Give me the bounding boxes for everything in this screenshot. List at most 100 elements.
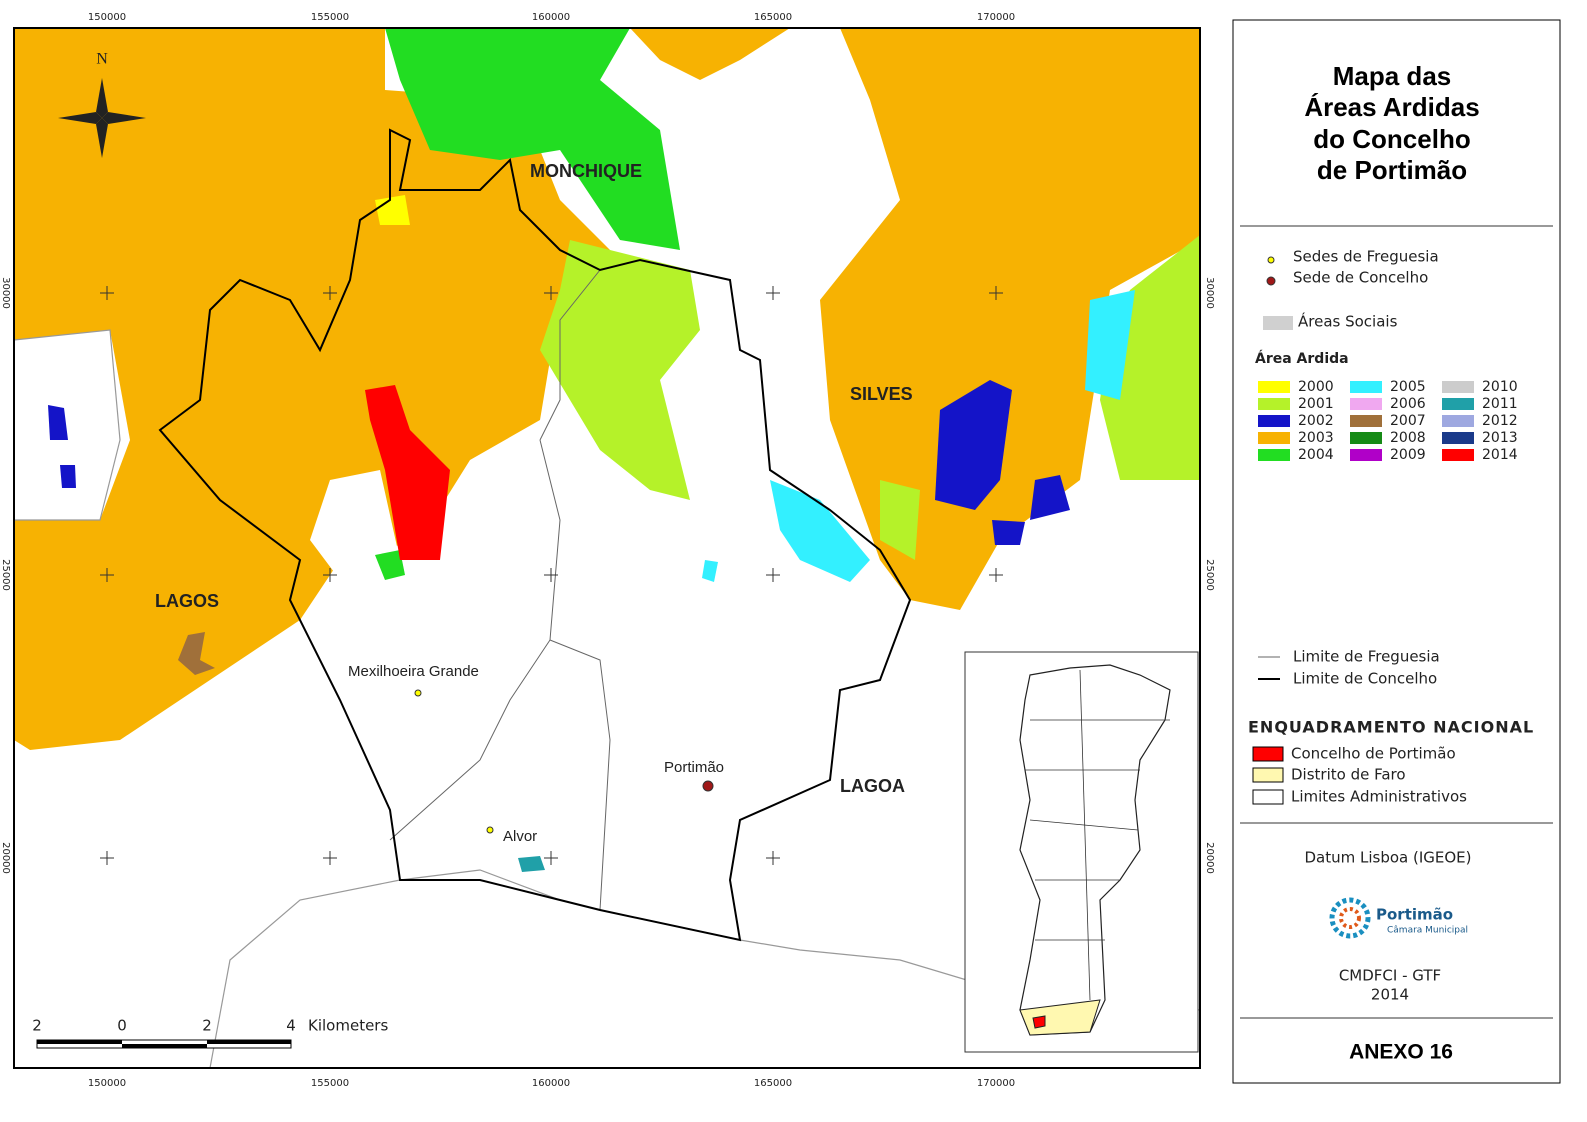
town-label: Mexilhoeira Grande [348,663,479,680]
y-coordinate: 30000 [0,277,11,309]
title-line: do Concelho [1313,124,1470,154]
north-arrow: N [58,51,146,158]
unburnt-area [310,470,400,580]
year-label: 2006 [1390,396,1426,412]
place-label: MONCHIQUE [530,161,642,181]
burnt-area [880,480,920,560]
year-swatch [1350,432,1382,444]
burnt-area [935,380,1012,510]
credits: 2014 [1371,986,1409,1004]
year-swatch [1442,381,1474,393]
y-coordinate: 25000 [0,559,11,591]
x-coordinate: 150000 [88,12,126,23]
parish-limit [549,639,611,911]
town-label: Alvor [503,828,537,845]
datum: Datum Lisboa (IGEOE) [1304,849,1471,867]
social-swatch [1263,316,1293,330]
logo-subtitle: Câmara Municipal [1387,926,1468,936]
place-label: LAGOS [155,591,219,611]
legend-label: Sedes de Freguesia [1293,248,1439,266]
year-label: 2007 [1390,413,1426,429]
title-line: Mapa das [1333,61,1452,91]
legend-label: Distrito de Faro [1291,766,1406,784]
year-swatch [1442,415,1474,427]
coordinates: 150000 150000 155000 155000 160000 160000 1650… [0,12,1215,1089]
year-label: 2012 [1482,413,1518,429]
burnt-area [375,195,410,225]
x-coordinate: 155000 [311,1078,349,1089]
swatch [1252,746,1284,762]
year-swatch [1442,398,1474,410]
district-line [13,329,121,521]
year-label: 2013 [1482,430,1518,446]
logo-name: Portimão [1376,906,1453,924]
year-label: 2011 [1482,396,1518,412]
burnt-area [48,405,68,440]
scale-label: 0 [117,1017,127,1035]
year-label: 2003 [1298,430,1334,446]
x-coordinate: 170000 [977,12,1015,23]
year-label: 2002 [1298,413,1334,429]
scale-unit: Kilometers [308,1017,388,1035]
x-coordinate: 160000 [532,1078,570,1089]
year-swatch [1258,398,1290,410]
year-swatch [1258,449,1290,461]
y-coordinate: 25000 [1204,559,1215,591]
legend-label: Limites Administrativos [1291,788,1467,806]
legend-subtitle: Área Ardida [1255,350,1349,367]
parish-seat [414,689,422,697]
year-label: 2005 [1390,379,1426,395]
year-swatch [1442,449,1474,461]
burnt-area [1030,475,1070,520]
y-coordinate: 20000 [0,842,11,874]
legend-label: Limite de Concelho [1293,670,1437,688]
town-label: Portimão [664,759,724,776]
burnt-area [385,28,680,250]
year-swatch [1258,381,1290,393]
credits: CMDFCI - GTF [1339,967,1441,985]
map-frame [13,27,1201,1069]
legend-label: Limite de Freguesia [1293,648,1440,666]
legend-label: Áreas Sociais [1298,312,1398,331]
burnt-area [770,480,870,582]
map: MONCHIQUE SILVES LAGOS LAGOA Mexilhoeira… [13,27,1201,1069]
year-label: 2008 [1390,430,1426,446]
place-label: LAGOA [840,776,905,796]
legend-subtitle: ENQUADRAMENTO NACIONAL [1248,718,1534,737]
place-label: SILVES [850,384,913,404]
swatch [1252,789,1284,805]
parish-seat-symbol [1267,256,1275,264]
burnt-area [702,560,718,582]
burnt-area [1100,235,1200,480]
year-label: 2000 [1298,379,1334,395]
legend: Mapa das Áreas Ardidas do Concelho de Po… [1232,19,1561,1084]
year-label: 2004 [1298,447,1334,463]
year-label: 2001 [1298,396,1334,412]
parish-limit [389,439,561,841]
burnt-area [630,28,790,80]
annex: ANEXO 16 [1349,1041,1453,1064]
year-label: 2009 [1390,447,1426,463]
year-swatch [1258,432,1290,444]
scale-bar: 2 0 2 4 Kilometers [32,1017,388,1049]
scale-label: 2 [202,1017,212,1035]
burnt-area [375,550,405,580]
x-coordinate: 160000 [532,12,570,23]
y-coordinate: 30000 [1204,277,1215,309]
burnt-area [540,240,700,500]
scale-label: 4 [286,1017,296,1035]
swatch [1252,767,1284,783]
legend-label: Sede de Concelho [1293,269,1428,287]
year-swatch [1350,415,1382,427]
title-line: de Portimão [1317,155,1467,185]
legend-frame [1232,19,1561,1084]
burnt-area [14,28,620,750]
burnt-area [820,28,1200,610]
x-coordinate: 170000 [977,1078,1015,1089]
municipal-seat-symbol [1266,276,1276,286]
year-swatch [1350,381,1382,393]
concelho-limit [158,128,912,942]
municipal-seat [702,780,714,792]
burnt-area [1085,290,1135,400]
